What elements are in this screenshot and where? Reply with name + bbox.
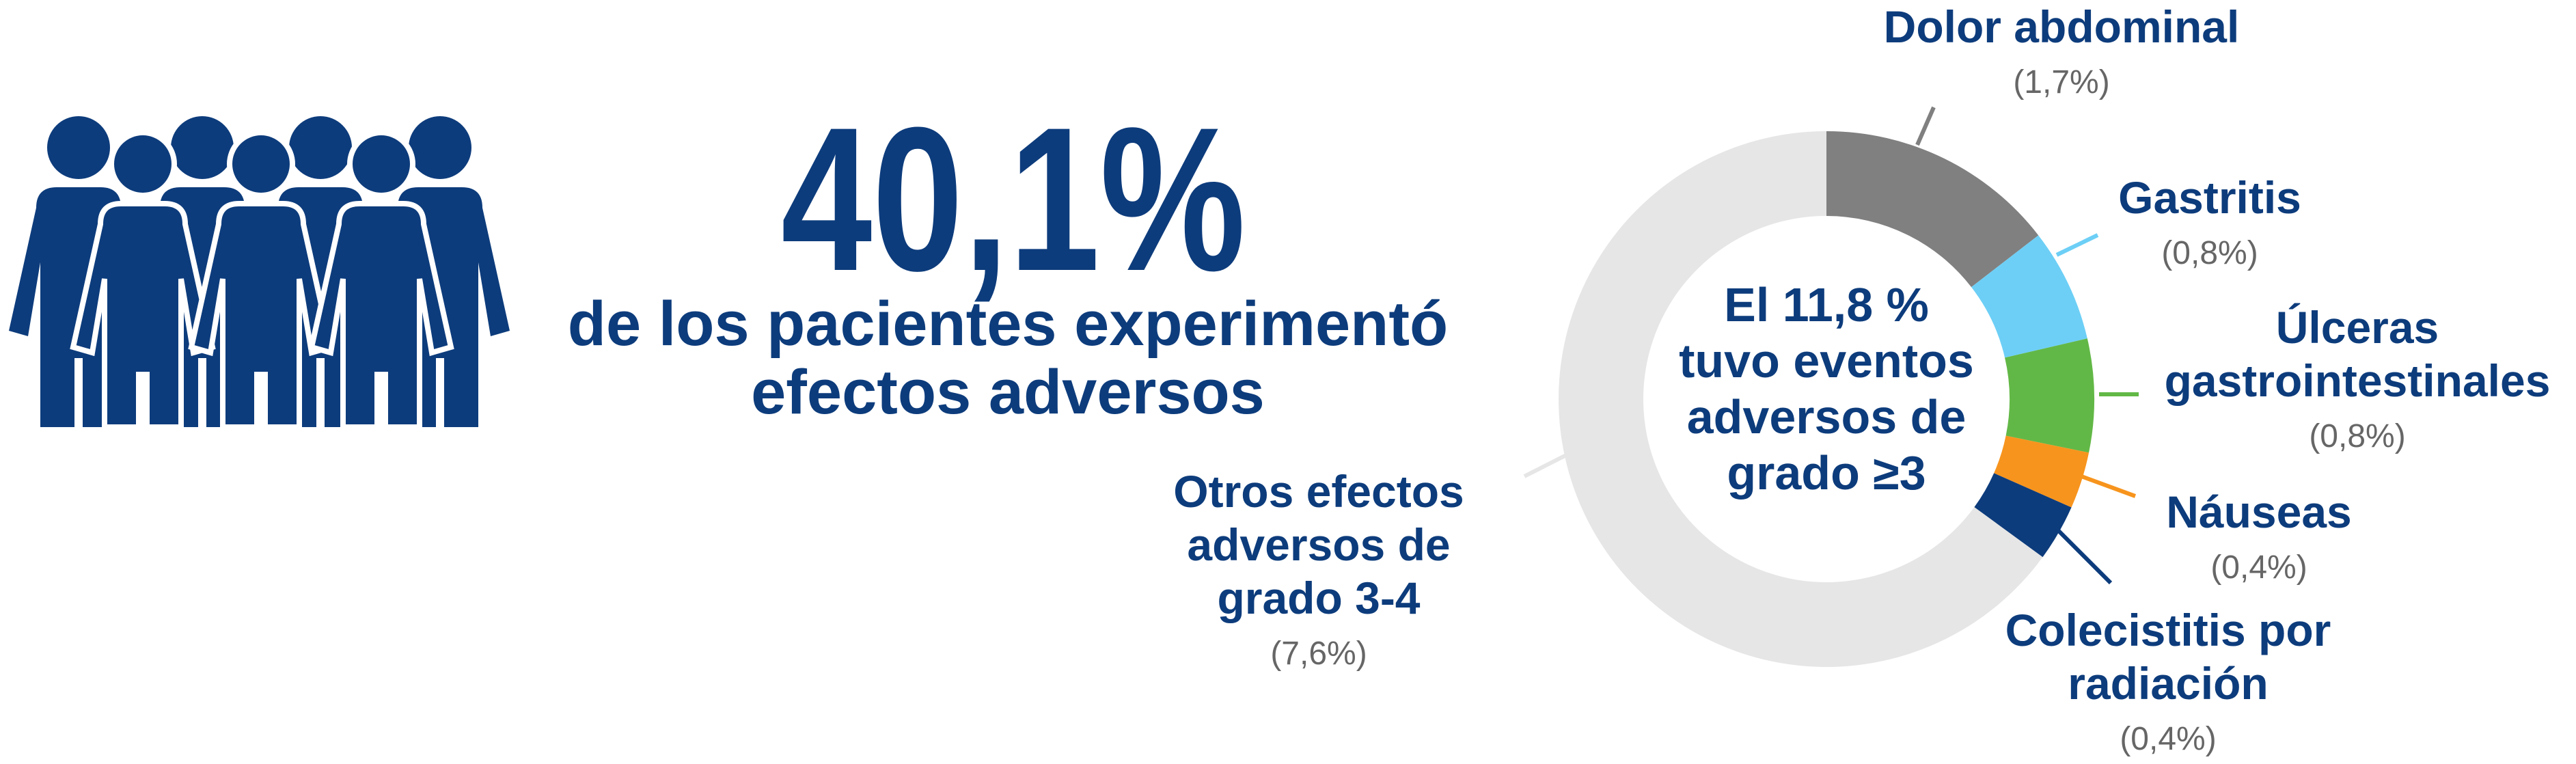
person-head (227, 130, 295, 198)
donut-segment (1826, 131, 2039, 288)
people-icon (9, 116, 510, 430)
donut-segment (1974, 473, 2072, 558)
segment-label: Otros efectos adversos de grado 3-4 (1173, 466, 1464, 623)
segment-label: Colecistitis por radiación (2005, 605, 2331, 709)
person-body (188, 201, 334, 430)
donut: El 11,8 % tuvo eventos adversos de grado ≥3… (1173, 1, 2550, 757)
headline-text: de los pacientes experimentó efectos adve… (568, 289, 1448, 427)
segment-value: (0,8%) (2309, 418, 2405, 454)
segment-label: Úlceras gastrointestinales (2165, 302, 2551, 406)
segment-value: (1,7%) (2013, 64, 2109, 100)
leader-line (2055, 233, 2099, 257)
segment-label: Dolor abdominal (1884, 1, 2240, 52)
donut-segment (1994, 435, 2089, 508)
person-head (171, 116, 234, 179)
donut-segment (1971, 235, 2087, 358)
center-text: El 11,8 % tuvo eventos adversos de grado ≥3 (1679, 278, 1974, 500)
leader-line (2051, 523, 2113, 585)
leader-line (1915, 106, 1936, 146)
segment-label: Náuseas (2166, 487, 2352, 537)
person-body (70, 201, 216, 430)
person-head (47, 116, 110, 179)
segment-value: (0,4%) (2210, 549, 2307, 586)
person-body (308, 201, 454, 430)
segment-label: Gastritis (2118, 172, 2301, 223)
person (70, 130, 216, 430)
person-head (409, 116, 471, 179)
person-head (289, 116, 352, 179)
person-head (109, 130, 177, 198)
donut-segment (2005, 338, 2094, 453)
person (188, 130, 334, 430)
leader-line (2080, 474, 2137, 498)
donut-segment (1559, 131, 2043, 667)
person-head (347, 130, 415, 198)
segment-value: (0,8%) (2161, 235, 2258, 271)
headline-stat: 40,1% (781, 84, 1246, 314)
leader-line (1523, 452, 1570, 478)
segment-value: (7,6%) (1270, 636, 1367, 672)
person (308, 130, 454, 430)
segment-value: (0,4%) (2120, 721, 2216, 757)
